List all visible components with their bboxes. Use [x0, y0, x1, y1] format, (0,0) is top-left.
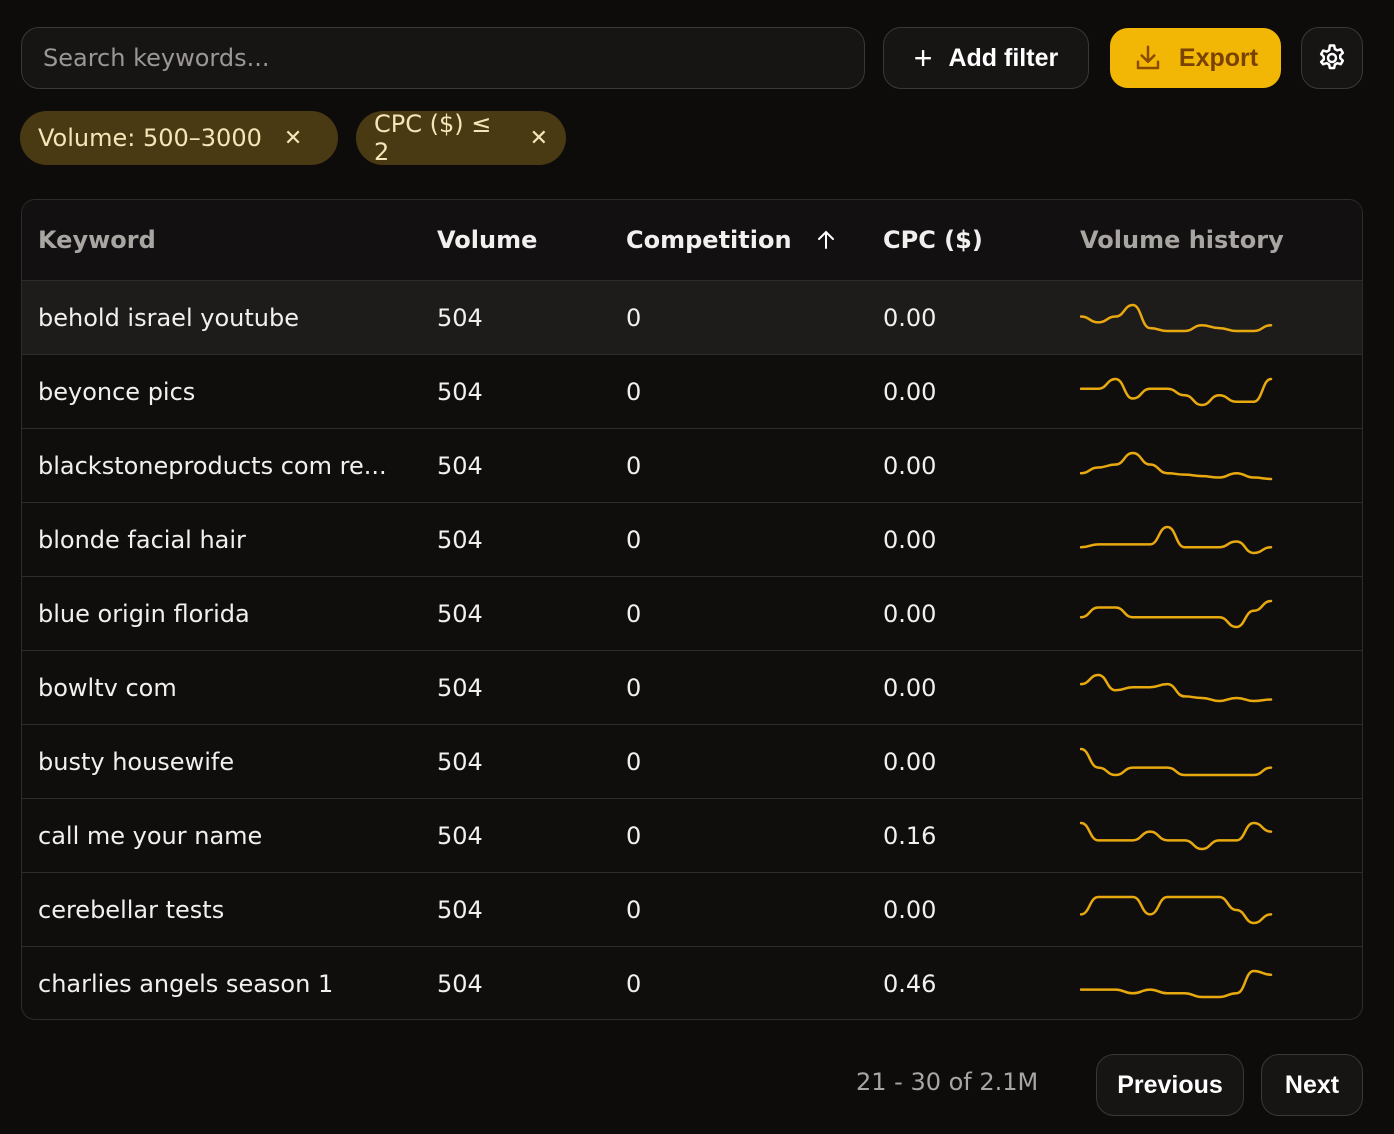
- table-row[interactable]: charlies angels season 1 504 0 0.46: [22, 946, 1362, 1019]
- keywords-table: Keyword Volume Competition CPC ($) Volum…: [21, 199, 1363, 1020]
- cell-cpc: 0.00: [883, 747, 937, 776]
- volume-history-sparkline: [1080, 747, 1273, 776]
- cell-competition: 0: [626, 451, 642, 480]
- cell-keyword: call me your name: [38, 821, 263, 850]
- add-filter-label: Add filter: [948, 43, 1059, 72]
- sparkline-line: [1080, 451, 1273, 480]
- filter-chip-label: Volume: 500–3000: [38, 124, 262, 152]
- cell-cpc: 0.00: [883, 525, 937, 554]
- cell-keyword: busty housewife: [38, 747, 235, 776]
- cell-volume: 504: [437, 747, 483, 776]
- cell-volume: 504: [437, 673, 483, 702]
- add-filter-button[interactable]: + Add filter: [883, 27, 1089, 89]
- cell-keyword: blonde facial hair: [38, 525, 246, 554]
- table-row[interactable]: call me your name 504 0 0.16: [22, 798, 1362, 872]
- header-keyword[interactable]: Keyword: [38, 226, 156, 254]
- table-row[interactable]: blue origin florida 504 0 0.00: [22, 576, 1362, 650]
- header-volume-history: Volume history: [1080, 226, 1284, 254]
- settings-button[interactable]: [1301, 27, 1363, 89]
- cell-volume: 504: [437, 525, 483, 554]
- cell-keyword: behold israel youtube: [38, 303, 299, 332]
- sparkline-line: [1080, 525, 1273, 554]
- filter-chip-label: CPC ($) ≤ 2: [374, 110, 492, 166]
- cell-volume: 504: [437, 969, 483, 998]
- table-row[interactable]: cerebellar tests 504 0 0.00: [22, 872, 1362, 946]
- download-icon: [1136, 45, 1160, 70]
- cell-cpc: 0.00: [883, 895, 937, 924]
- close-icon[interactable]: ✕: [529, 125, 548, 151]
- search-input[interactable]: [43, 44, 864, 72]
- cell-competition: 0: [626, 303, 642, 332]
- sparkline-line: [1080, 303, 1273, 332]
- cell-cpc: 0.46: [883, 969, 937, 998]
- next-button[interactable]: Next: [1261, 1054, 1363, 1116]
- cell-volume: 504: [437, 451, 483, 480]
- gear-icon: [1319, 44, 1345, 70]
- export-button[interactable]: Export: [1110, 28, 1281, 88]
- cell-cpc: 0.00: [883, 303, 937, 332]
- header-volume[interactable]: Volume: [437, 226, 538, 254]
- header-cpc[interactable]: CPC ($): [883, 226, 983, 254]
- cell-competition: 0: [626, 821, 642, 850]
- table-row[interactable]: blonde facial hair 504 0 0.00: [22, 502, 1362, 576]
- volume-history-sparkline: [1080, 673, 1273, 702]
- close-icon[interactable]: ✕: [283, 125, 303, 151]
- plus-icon: +: [913, 39, 933, 76]
- table-row[interactable]: blackstoneproducts com re... 504 0 0.00: [22, 428, 1362, 502]
- sparkline-line: [1080, 895, 1273, 924]
- filter-chip-volume[interactable]: Volume: 500–3000 ✕: [20, 111, 338, 165]
- cell-keyword: blackstoneproducts com re...: [38, 451, 387, 480]
- previous-button[interactable]: Previous: [1096, 1054, 1244, 1116]
- search-field[interactable]: [21, 27, 865, 89]
- sparkline-line: [1080, 599, 1273, 628]
- sparkline-line: [1080, 969, 1273, 998]
- cell-competition: 0: [626, 599, 642, 628]
- volume-history-sparkline: [1080, 525, 1273, 554]
- cell-competition: 0: [626, 747, 642, 776]
- cell-cpc: 0.00: [883, 377, 937, 406]
- cell-competition: 0: [626, 969, 642, 998]
- cell-competition: 0: [626, 673, 642, 702]
- cell-volume: 504: [437, 895, 483, 924]
- cell-keyword: bowltv com: [38, 673, 177, 702]
- volume-history-sparkline: [1080, 377, 1273, 406]
- sparkline-line: [1080, 673, 1273, 702]
- cell-cpc: 0.00: [883, 451, 937, 480]
- cell-volume: 504: [437, 821, 483, 850]
- cell-keyword: charlies angels season 1: [38, 969, 334, 998]
- filter-chip-cpc[interactable]: CPC ($) ≤ 2 ✕: [356, 110, 566, 166]
- cell-keyword: beyonce pics: [38, 377, 196, 406]
- header-competition-label: Competition: [626, 226, 792, 254]
- cell-volume: 504: [437, 599, 483, 628]
- pagination-range: 21 - 30 of 2.1M: [856, 1068, 1039, 1096]
- export-label: Export: [1178, 43, 1259, 72]
- cell-competition: 0: [626, 895, 642, 924]
- volume-history-sparkline: [1080, 821, 1273, 850]
- cell-cpc: 0.00: [883, 673, 937, 702]
- cell-competition: 0: [626, 377, 642, 406]
- sparkline-line: [1080, 747, 1273, 776]
- cell-cpc: 0.00: [883, 599, 937, 628]
- table-row[interactable]: busty housewife 504 0 0.00: [22, 724, 1362, 798]
- cell-competition: 0: [626, 525, 642, 554]
- table-row[interactable]: behold israel youtube 504 0 0.00: [22, 280, 1362, 354]
- volume-history-sparkline: [1080, 303, 1273, 332]
- volume-history-sparkline: [1080, 969, 1273, 998]
- cell-volume: 504: [437, 377, 483, 406]
- sparkline-line: [1080, 377, 1273, 406]
- arrow-up-icon: [817, 230, 834, 249]
- volume-history-sparkline: [1080, 599, 1273, 628]
- table-row[interactable]: bowltv com 504 0 0.00: [22, 650, 1362, 724]
- table-header: Keyword Volume Competition CPC ($) Volum…: [22, 200, 1362, 280]
- header-competition[interactable]: Competition: [626, 226, 838, 254]
- cell-volume: 504: [437, 303, 483, 332]
- volume-history-sparkline: [1080, 895, 1273, 924]
- cell-cpc: 0.16: [883, 821, 937, 850]
- table-row[interactable]: beyonce pics 504 0 0.00: [22, 354, 1362, 428]
- sparkline-line: [1080, 821, 1273, 850]
- cell-keyword: cerebellar tests: [38, 895, 225, 924]
- volume-history-sparkline: [1080, 451, 1273, 480]
- cell-keyword: blue origin florida: [38, 599, 250, 628]
